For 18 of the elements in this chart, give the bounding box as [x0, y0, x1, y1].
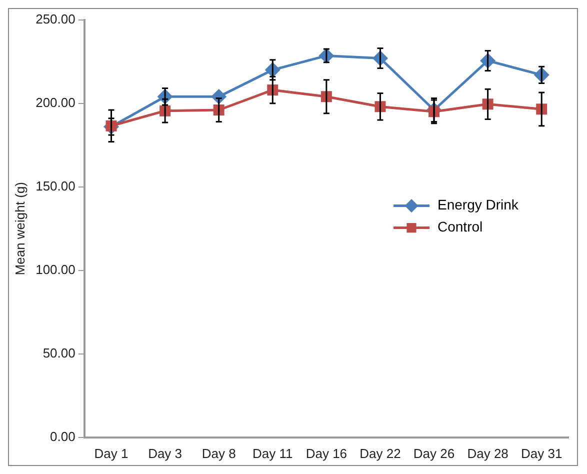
y-tick-label: 50.00 — [42, 345, 76, 360]
x-tick-label: Day 1 — [94, 446, 128, 461]
x-tick-label: Day 26 — [413, 446, 455, 461]
x-tick-label: Day 11 — [252, 446, 293, 461]
y-tick-label: 100.00 — [36, 262, 76, 277]
x-tick-label: Day 8 — [202, 446, 236, 461]
legend-label: Control — [438, 218, 483, 235]
x-tick-label: Day 31 — [521, 446, 562, 461]
x-tick-label: Day 16 — [306, 446, 348, 461]
y-tick-label: 150.00 — [36, 178, 76, 194]
y-axis-title: Mean weight (g) — [12, 182, 28, 276]
x-tick-label: Day 3 — [148, 446, 182, 461]
x-tick-label: Day 28 — [467, 446, 508, 461]
y-tick-label: 0.00 — [50, 428, 76, 444]
y-tick-label: 250.00 — [36, 11, 76, 26]
legend-label: Energy Drink — [438, 196, 520, 213]
y-tick-label: 200.00 — [36, 94, 76, 110]
x-tick-label: Day 22 — [360, 446, 401, 461]
